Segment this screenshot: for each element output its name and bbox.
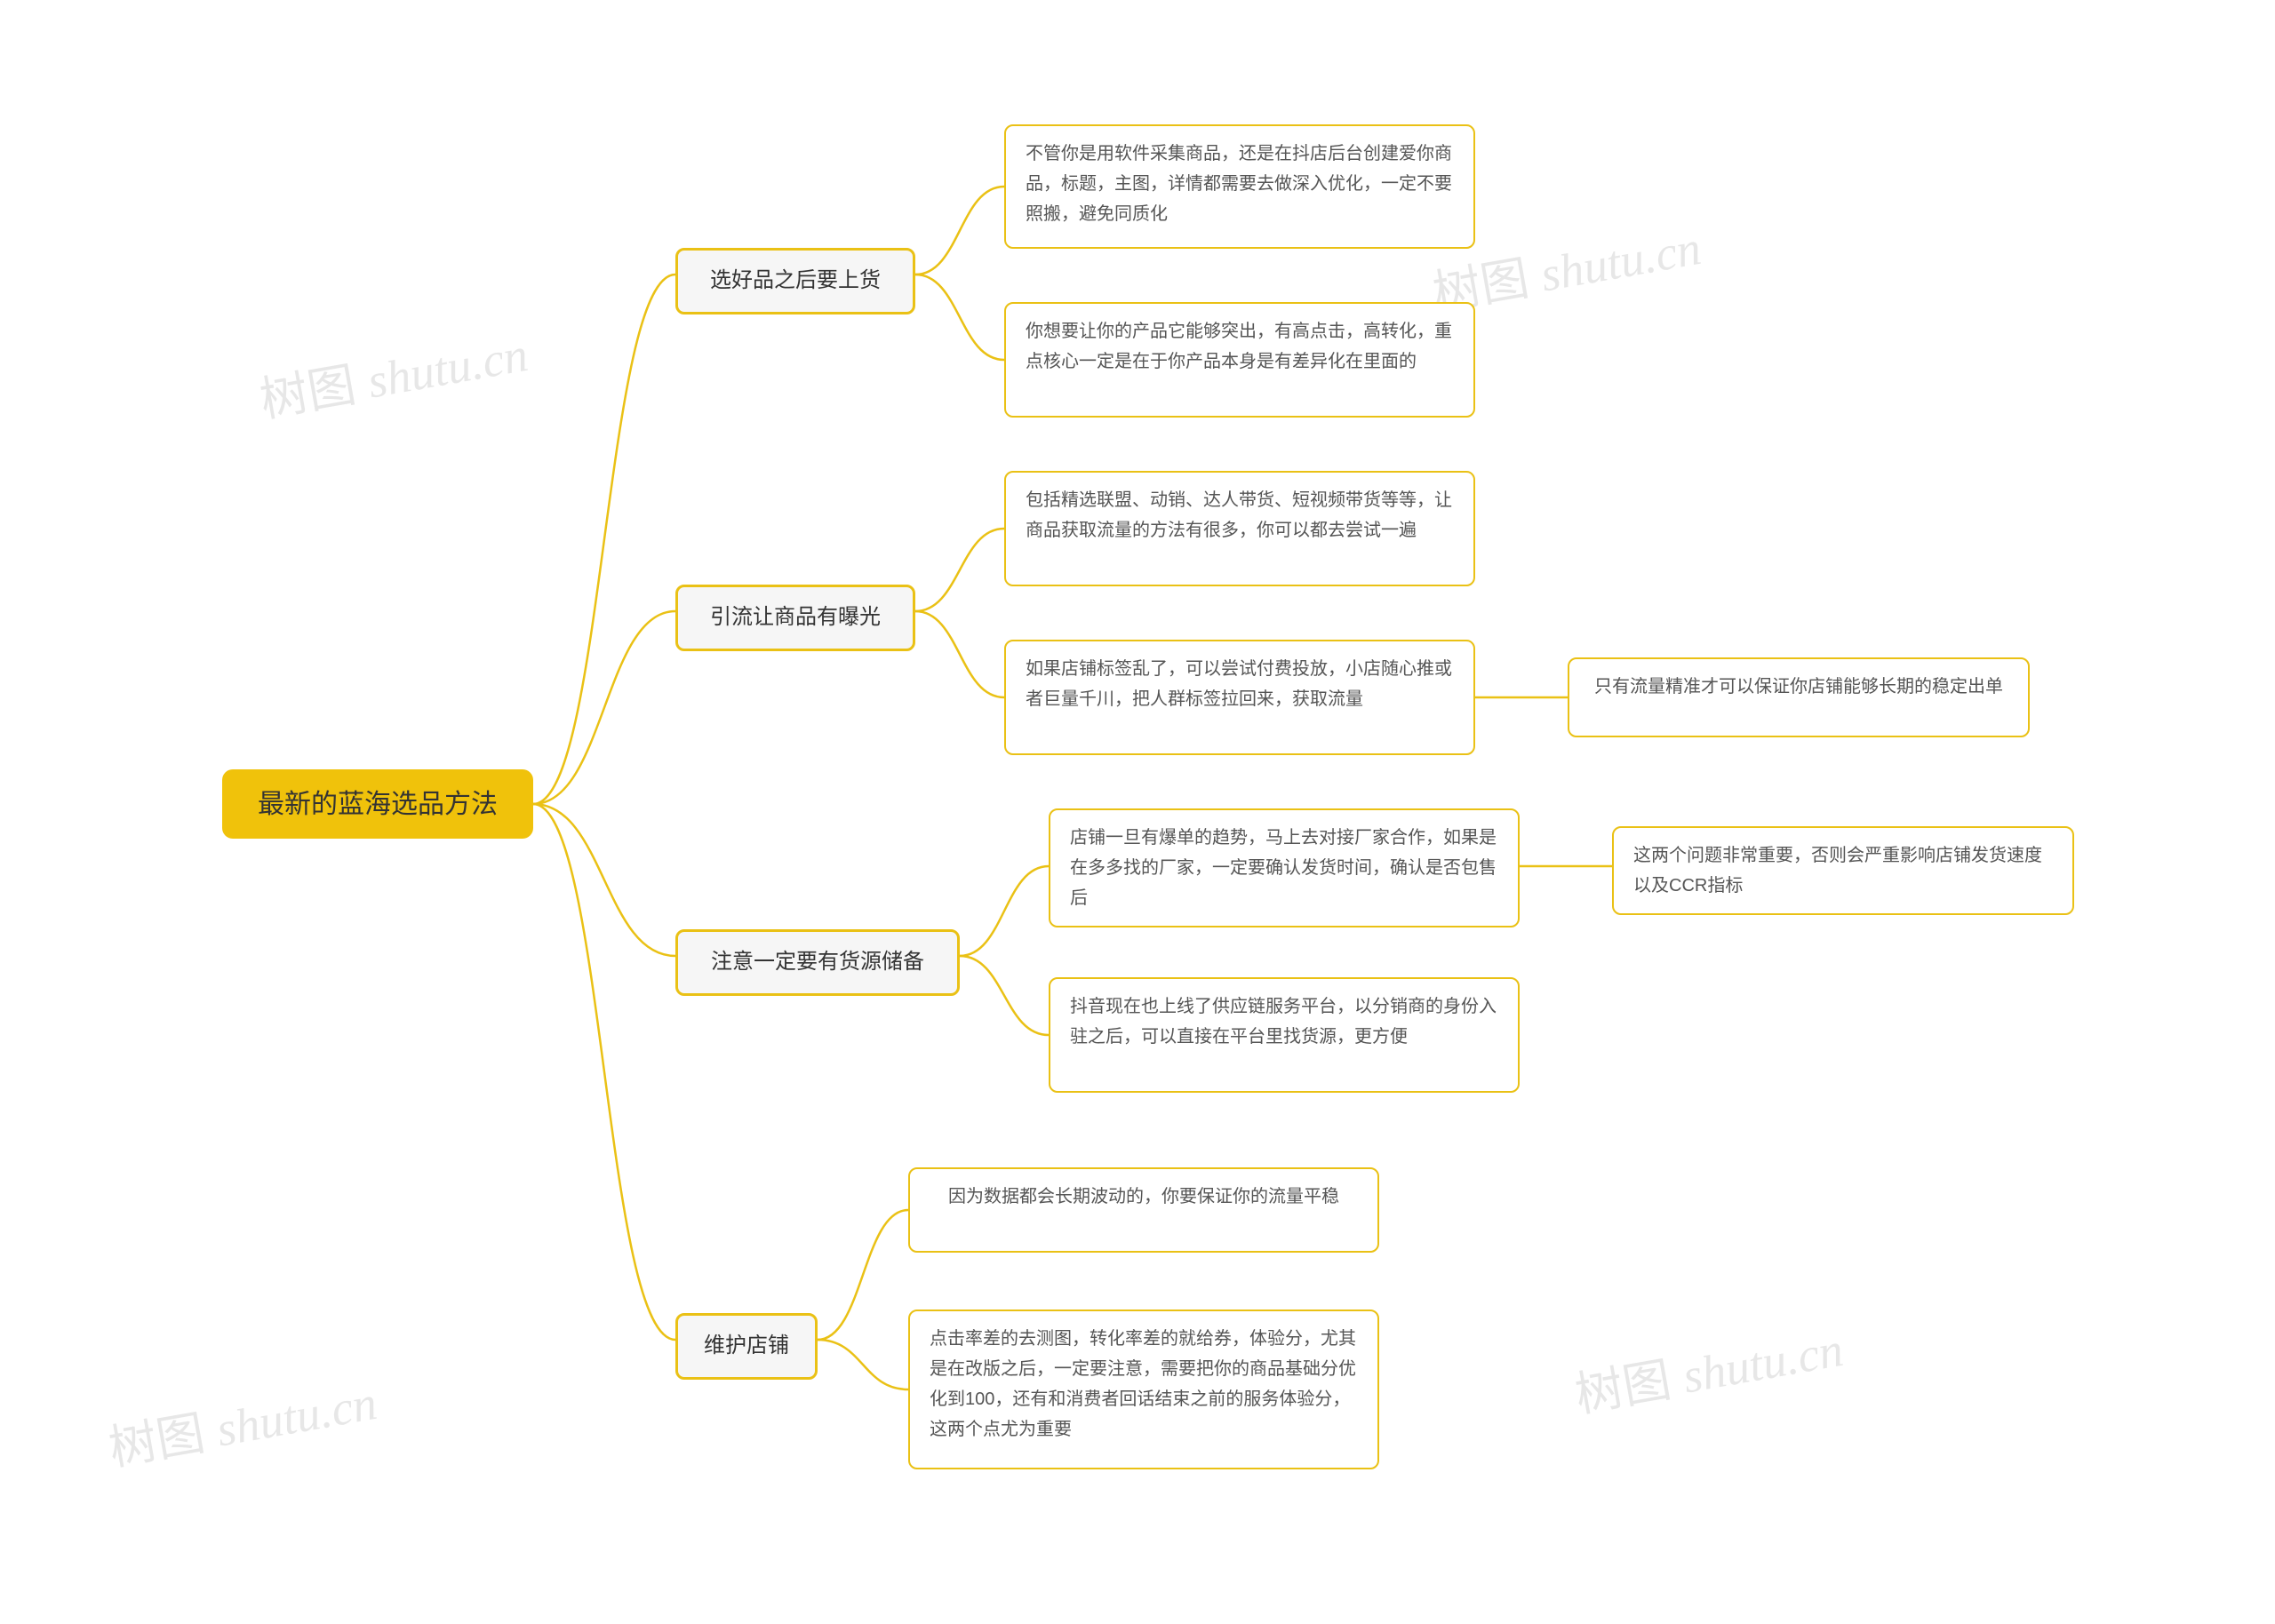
level3-node: 因为数据都会长期波动的，你要保证你的流量平稳 <box>908 1167 1379 1253</box>
level2-node: 注意一定要有货源储备 <box>675 929 960 996</box>
node-label: 引流让商品有曝光 <box>710 600 881 636</box>
node-label: 包括精选联盟、动销、达人带货、短视频带货等等，让商品获取流量的方法有很多，你可以… <box>1026 485 1454 545</box>
level2-node: 维护店铺 <box>675 1313 818 1380</box>
watermark: 树图 shutu.cn <box>102 1363 381 1479</box>
node-label: 这两个问题非常重要，否则会严重影响店铺发货速度以及CCR指标 <box>1633 840 2053 901</box>
node-label: 如果店铺标签乱了，可以尝试付费投放，小店随心推或者巨量千川，把人群标签拉回来，获… <box>1026 654 1454 714</box>
level3-node: 如果店铺标签乱了，可以尝试付费投放，小店随心推或者巨量千川，把人群标签拉回来，获… <box>1004 640 1475 755</box>
root-label: 最新的蓝海选品方法 <box>258 782 498 827</box>
level3-node: 不管你是用软件采集商品，还是在抖店后台创建爱你商品，标题，主图，详情都需要去做深… <box>1004 124 1475 249</box>
watermark: 树图 shutu.cn <box>253 314 532 431</box>
node-label: 只有流量精准才可以保证你店铺能够长期的稳定出单 <box>1594 672 2003 702</box>
node-label: 你想要让你的产品它能够突出，有高点击，高转化，重点核心一定是在于你产品本身是有差… <box>1026 316 1454 377</box>
level4-node: 这两个问题非常重要，否则会严重影响店铺发货速度以及CCR指标 <box>1612 826 2074 915</box>
node-label: 维护店铺 <box>704 1328 789 1365</box>
node-label: 注意一定要有货源储备 <box>711 944 924 981</box>
node-label: 店铺一旦有爆单的趋势，马上去对接厂家合作，如果是在多多找的厂家，一定要确认发货时… <box>1070 823 1498 913</box>
level4-node: 只有流量精准才可以保证你店铺能够长期的稳定出单 <box>1568 657 2030 737</box>
watermark: 树图 shutu.cn <box>1569 1310 1848 1426</box>
level3-node: 你想要让你的产品它能够突出，有高点击，高转化，重点核心一定是在于你产品本身是有差… <box>1004 302 1475 418</box>
level2-node: 选好品之后要上货 <box>675 248 915 314</box>
node-label: 不管你是用软件采集商品，还是在抖店后台创建爱你商品，标题，主图，详情都需要去做深… <box>1026 139 1454 229</box>
level2-node: 引流让商品有曝光 <box>675 585 915 651</box>
level3-node: 店铺一旦有爆单的趋势，马上去对接厂家合作，如果是在多多找的厂家，一定要确认发货时… <box>1049 808 1520 927</box>
node-label: 因为数据都会长期波动的，你要保证你的流量平稳 <box>948 1182 1339 1212</box>
level3-node: 包括精选联盟、动销、达人带货、短视频带货等等，让商品获取流量的方法有很多，你可以… <box>1004 471 1475 586</box>
root-node: 最新的蓝海选品方法 <box>222 769 533 839</box>
level3-node: 点击率差的去测图，转化率差的就给券，体验分，尤其是在改版之后，一定要注意，需要把… <box>908 1310 1379 1469</box>
node-label: 抖音现在也上线了供应链服务平台，以分销商的身份入驻之后，可以直接在平台里找货源，… <box>1070 991 1498 1052</box>
level3-node: 抖音现在也上线了供应链服务平台，以分销商的身份入驻之后，可以直接在平台里找货源，… <box>1049 977 1520 1093</box>
node-label: 选好品之后要上货 <box>710 263 881 299</box>
node-label: 点击率差的去测图，转化率差的就给券，体验分，尤其是在改版之后，一定要注意，需要把… <box>930 1324 1358 1445</box>
